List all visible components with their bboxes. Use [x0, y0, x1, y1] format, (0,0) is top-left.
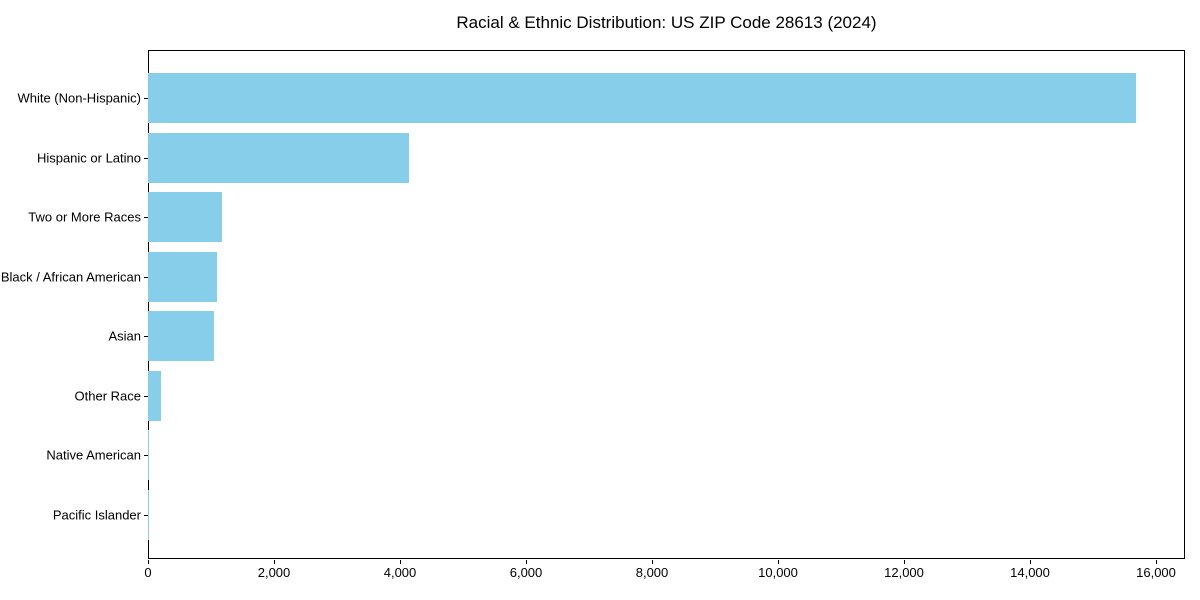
bar-white-non-hispanic — [148, 73, 1136, 123]
x-tick-label: 14,000 — [1010, 565, 1050, 580]
x-tick-label: 12,000 — [884, 565, 924, 580]
x-tick-label: 6,000 — [509, 565, 543, 580]
y-tick-mark — [144, 98, 148, 99]
x-tick-mark — [400, 560, 401, 564]
y-tick-mark — [144, 455, 148, 456]
x-tick-label: 0 — [144, 565, 152, 580]
x-tick-mark — [1030, 560, 1031, 564]
y-tick-mark — [144, 158, 148, 159]
y-tick-label: Native American — [46, 447, 141, 463]
x-tick-label: 4,000 — [383, 565, 417, 580]
x-tick-mark — [778, 560, 779, 564]
bar-hispanic-or-latino — [148, 132, 410, 183]
x-tick-mark — [1156, 560, 1157, 564]
x-tick-mark — [652, 560, 653, 564]
y-tick-mark — [144, 515, 148, 516]
y-tick-mark — [144, 277, 148, 278]
bar-black-african-american — [148, 251, 217, 302]
bar-asian — [148, 311, 215, 362]
x-tick-label: 16,000 — [1136, 565, 1176, 580]
y-tick-mark — [144, 396, 148, 397]
bar-other-race — [148, 370, 162, 421]
x-tick-mark — [526, 560, 527, 564]
y-tick-mark — [144, 217, 148, 218]
x-tick-label: 8,000 — [635, 565, 669, 580]
y-tick-label: Pacific Islander — [52, 507, 141, 523]
y-tick-label: Black / African American — [0, 269, 141, 285]
bar-two-or-more-races — [148, 192, 223, 243]
x-tick-label: 2,000 — [257, 565, 291, 580]
x-tick-mark — [148, 560, 149, 564]
y-tick-label: Hispanic or Latino — [36, 150, 141, 166]
chart-title: Racial & Ethnic Distribution: US ZIP Cod… — [456, 13, 877, 32]
y-tick-label: Other Race — [74, 388, 141, 404]
bar-native-american — [148, 430, 149, 481]
y-tick-label: Two or More Races — [28, 209, 141, 225]
y-tick-label: Asian — [108, 328, 141, 344]
x-tick-mark — [274, 560, 275, 564]
y-tick-label: White (Non-Hispanic) — [17, 90, 141, 106]
y-tick-mark — [144, 336, 148, 337]
plot-area — [148, 50, 1185, 559]
x-tick-mark — [904, 560, 905, 564]
x-tick-label: 10,000 — [758, 565, 798, 580]
